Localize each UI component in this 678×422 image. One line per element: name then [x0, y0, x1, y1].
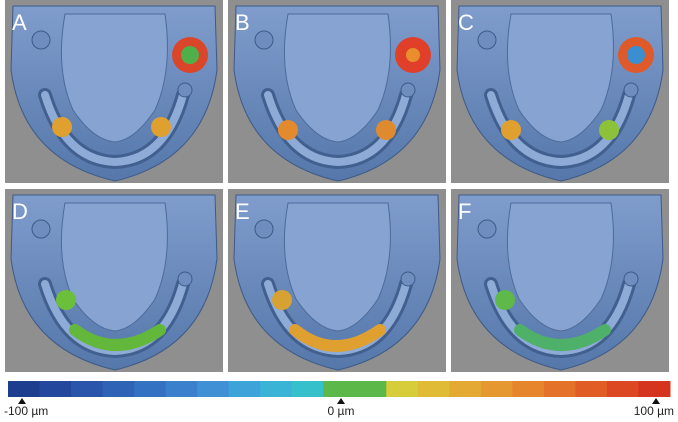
scale-swatch — [544, 381, 576, 397]
scale-swatch — [260, 381, 292, 397]
panel: C — [451, 0, 669, 183]
scale-swatch — [8, 381, 40, 397]
color-scale — [8, 381, 671, 397]
figure: A B C D E F -100 µm 0 µm 100 µm — [0, 0, 678, 422]
scale-label: -100 µm — [4, 404, 48, 418]
panel-label: F — [458, 199, 471, 224]
panel-label: B — [235, 10, 250, 35]
panel: E — [228, 189, 446, 372]
scale-swatch — [103, 381, 135, 397]
scale-swatch — [449, 381, 481, 397]
scale-swatch — [607, 381, 639, 397]
scale-swatch — [575, 381, 607, 397]
panel-label: E — [235, 199, 250, 224]
scale-swatch — [197, 381, 229, 397]
scale-swatch — [134, 381, 166, 397]
scale-label: 100 µm — [634, 404, 674, 418]
scale-swatch — [386, 381, 418, 397]
scale-swatch — [40, 381, 72, 397]
scale-swatch — [355, 381, 387, 397]
scale-label: 0 µm — [328, 404, 355, 418]
scale-swatch — [166, 381, 198, 397]
scale-swatch — [512, 381, 544, 397]
panel: D — [5, 189, 223, 372]
panel: F — [451, 189, 669, 372]
panel-label: C — [458, 10, 474, 35]
scale-swatch — [481, 381, 513, 397]
panel: B — [228, 0, 446, 183]
scale-swatch — [638, 381, 670, 397]
panel-label: D — [12, 199, 28, 224]
scale-swatch — [229, 381, 261, 397]
panel-label: A — [12, 10, 27, 35]
scale-swatch — [71, 381, 103, 397]
scale-swatch — [323, 381, 355, 397]
panel: A — [5, 0, 223, 183]
scale-swatch — [418, 381, 450, 397]
scale-swatch — [292, 381, 324, 397]
